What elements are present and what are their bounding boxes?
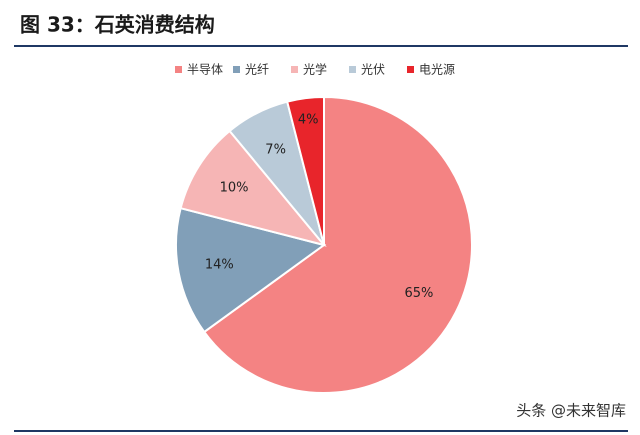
legend-label: 半导体 [187, 63, 223, 77]
data-label: 65% [404, 286, 433, 301]
chart-title: 图 33：石英消费结构 [20, 13, 215, 37]
pie-slice [202, 95, 473, 394]
legend-label: 光纤 [245, 63, 269, 77]
data-label: 7% [265, 143, 286, 158]
legend-label: 光伏 [361, 63, 385, 77]
data-label: 14% [205, 257, 234, 272]
data-label: 10% [220, 180, 249, 195]
pie-slice [175, 206, 327, 334]
legend-swatch [233, 66, 240, 73]
legend-swatch [407, 66, 414, 73]
legend-label: 电光源 [419, 63, 455, 77]
legend-swatch [349, 66, 356, 73]
legend-swatch [291, 66, 298, 73]
data-label: 4% [298, 113, 319, 128]
watermark: 头条 @未来智库 [516, 402, 626, 420]
legend-label: 光学 [303, 62, 327, 77]
legend-swatch [175, 66, 182, 73]
pie-slice [285, 95, 325, 246]
pie-slice [179, 129, 327, 247]
